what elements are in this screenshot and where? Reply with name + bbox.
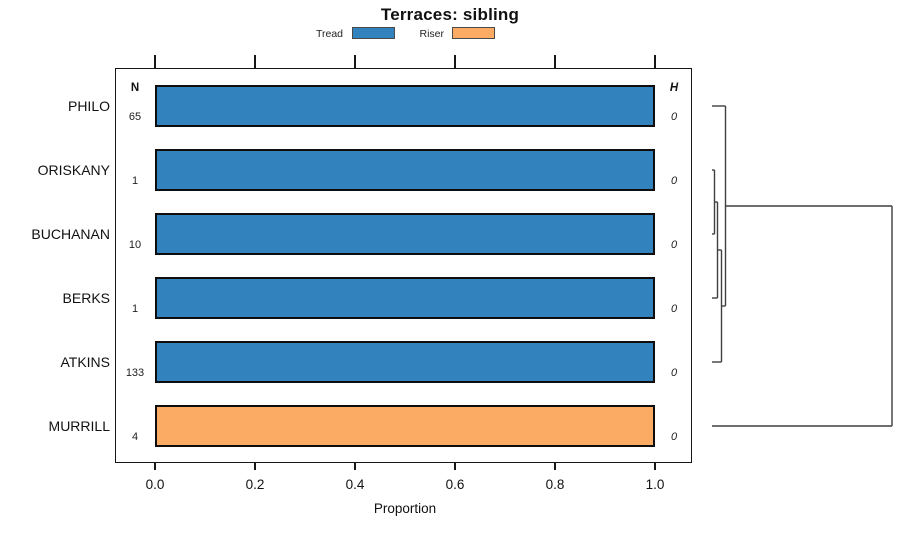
plot-area: [115, 68, 692, 463]
x-tick-bottom-4: [554, 463, 556, 470]
n-column-header: N: [130, 82, 140, 94]
n-value-philo: 65: [128, 111, 142, 123]
row-label-buchanan: BUCHANAN: [31, 226, 110, 242]
chart-title: Terraces: sibling: [380, 5, 520, 24]
x-tick-top-4: [554, 55, 556, 68]
h-column-header: H: [669, 82, 679, 94]
n-value-buchanan: 10: [128, 239, 142, 251]
bar-berks: [155, 277, 655, 319]
row-label-berks: BERKS: [62, 290, 110, 306]
legend-label-tread: Tread: [315, 28, 343, 40]
legend-swatch-riser: [452, 27, 495, 39]
x-tick-label-3: 0.6: [445, 477, 465, 492]
row-label-oriskany: ORISKANY: [37, 162, 110, 178]
h-value-berks: 0: [670, 303, 678, 315]
x-tick-label-4: 0.8: [545, 477, 565, 492]
n-value-berks: 1: [131, 303, 139, 315]
n-value-murrill: 4: [131, 431, 139, 443]
n-value-oriskany: 1: [131, 175, 139, 187]
row-label-philo: PHILO: [67, 98, 110, 114]
x-tick-label-2: 0.4: [345, 477, 365, 492]
x-axis-title: Proportion: [373, 501, 437, 516]
h-value-atkins: 0: [670, 367, 678, 379]
row-label-atkins: ATKINS: [60, 354, 110, 370]
x-tick-label-0: 0.0: [145, 477, 165, 492]
x-tick-label-1: 0.2: [245, 477, 265, 492]
bar-buchanan: [155, 213, 655, 255]
h-value-oriskany: 0: [670, 175, 678, 187]
x-tick-top-0: [154, 55, 156, 68]
bar-atkins: [155, 341, 655, 383]
x-tick-bottom-5: [654, 463, 656, 470]
h-value-philo: 0: [670, 111, 678, 123]
row-label-murrill: MURRILL: [48, 418, 110, 434]
n-value-atkins: 133: [125, 367, 145, 379]
legend-swatch-tread: [352, 27, 395, 39]
x-tick-top-3: [454, 55, 456, 68]
x-tick-top-2: [354, 55, 356, 68]
h-value-buchanan: 0: [670, 239, 678, 251]
legend-label-riser: Riser: [419, 28, 444, 40]
h-value-murrill: 0: [670, 431, 678, 443]
bar-oriskany: [155, 149, 655, 191]
x-tick-bottom-2: [354, 463, 356, 470]
x-tick-bottom-0: [154, 463, 156, 470]
x-tick-top-5: [654, 55, 656, 68]
x-tick-top-1: [254, 55, 256, 68]
bar-murrill: [155, 405, 655, 447]
x-tick-bottom-3: [454, 463, 456, 470]
x-tick-label-5: 1.0: [645, 477, 665, 492]
bar-philo: [155, 85, 655, 127]
x-tick-bottom-1: [254, 463, 256, 470]
